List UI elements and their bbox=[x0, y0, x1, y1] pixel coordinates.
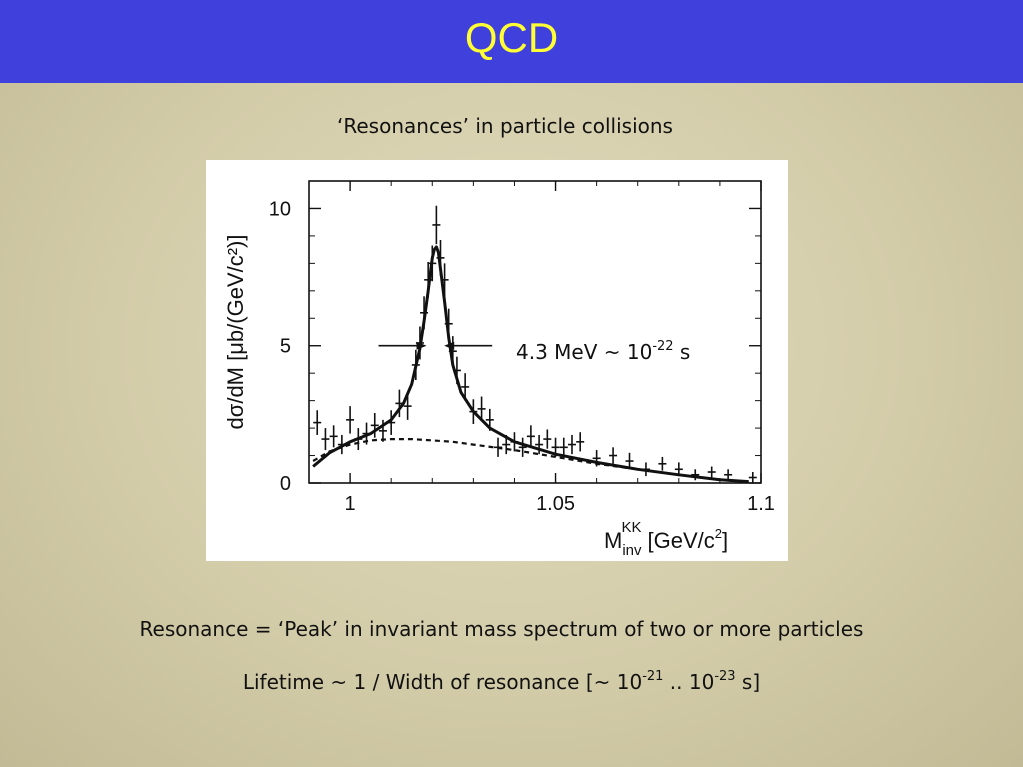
plot-frame bbox=[308, 180, 762, 484]
y-tick-label: 10 bbox=[269, 198, 291, 220]
x-label-unit-sup: 2 bbox=[715, 526, 722, 541]
background-curve bbox=[312, 438, 749, 483]
y-tick-label: 5 bbox=[280, 336, 291, 358]
width-annotation: 4.3 MeV ~ 10-22 s bbox=[516, 339, 690, 364]
lifetime-text-c: s] bbox=[735, 670, 761, 694]
resonance-definition: Resonance = ‘Peak’ in invariant mass spe… bbox=[139, 617, 864, 641]
lifetime-text-b: .. 10 bbox=[663, 670, 715, 694]
lifetime-exp-1: -21 bbox=[642, 669, 664, 684]
lifetime-exp-2: -23 bbox=[714, 669, 736, 684]
x-label-sub: inv bbox=[622, 542, 642, 559]
x-label-unit: [GeV/c bbox=[648, 528, 715, 553]
resonance-plot: 1 1.05 1.1 0 5 10 dσ/dM [μb/(GeV/c²)] Minv KK [… bbox=[206, 160, 788, 561]
y-tick-label: 0 bbox=[280, 473, 291, 495]
width-arrowhead-right bbox=[444, 341, 455, 350]
slide-subtitle: ‘Resonances’ in particle collisions bbox=[337, 114, 673, 138]
lifetime-text-a: Lifetime ~ 1 / Width of resonance [~ 10 bbox=[242, 670, 643, 694]
width-annotation-suffix: s bbox=[673, 340, 691, 364]
width-annotation-exp: -22 bbox=[652, 339, 674, 354]
chart-svg: 1 1.05 1.1 0 5 10 dσ/dM [μb/(GeV/c²)] Minv KK [… bbox=[223, 180, 775, 559]
x-label-sup: KK bbox=[622, 519, 642, 536]
x-tick-label: 1.05 bbox=[536, 493, 575, 515]
x-axis-label: Minv KK [GeV/c2] bbox=[604, 519, 728, 559]
x-label-main: M bbox=[604, 528, 622, 553]
lifetime-statement: Lifetime ~ 1 / Width of resonance [~ 10-… bbox=[0, 669, 1003, 694]
x-tick-label: 1.1 bbox=[747, 493, 775, 515]
x-tick-label: 1 bbox=[345, 493, 356, 515]
slide-title: QCD bbox=[464, 14, 559, 61]
title-bar bbox=[0, 0, 1023, 83]
width-annotation-text: 4.3 MeV ~ 10 bbox=[516, 340, 653, 364]
x-label-unit-end: ] bbox=[722, 528, 728, 553]
y-axis-label: dσ/dM [μb/(GeV/c²)] bbox=[223, 235, 248, 430]
width-arrowhead-left bbox=[416, 341, 427, 350]
